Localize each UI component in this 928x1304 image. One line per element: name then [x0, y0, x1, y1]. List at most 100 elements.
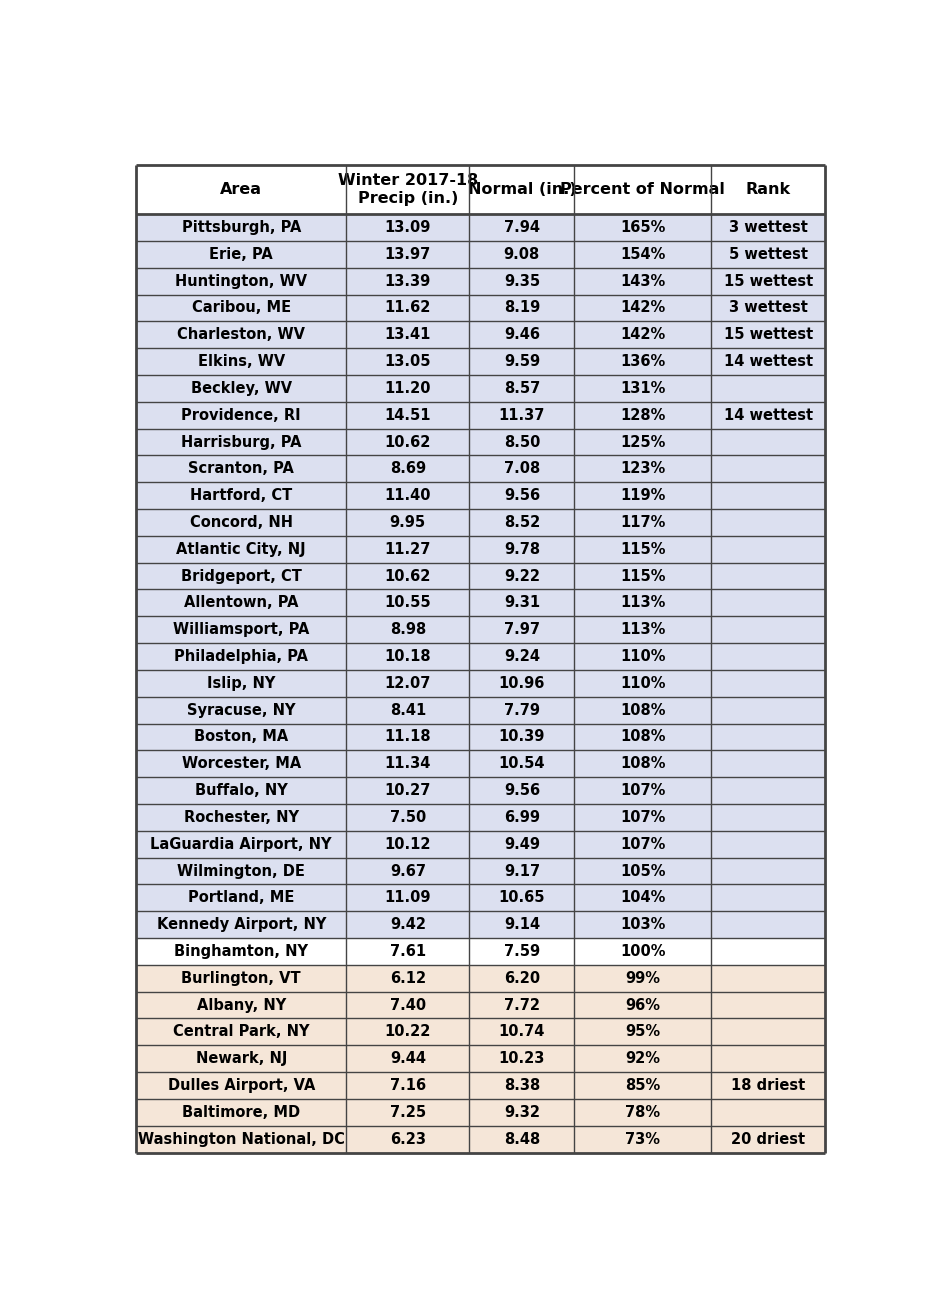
Bar [136, 1046, 824, 1072]
Text: Williamsport, PA: Williamsport, PA [173, 622, 309, 638]
Text: 14 wettest: 14 wettest [723, 355, 812, 369]
Text: Atlantic City, NJ: Atlantic City, NJ [176, 541, 305, 557]
Bar [136, 267, 824, 295]
Text: Kennedy Airport, NY: Kennedy Airport, NY [157, 917, 326, 932]
Bar [136, 482, 824, 509]
Text: Normal (in.): Normal (in.) [467, 181, 575, 197]
Text: 11.34: 11.34 [384, 756, 431, 771]
Text: Providence, RI: Providence, RI [181, 408, 301, 422]
Text: 8.57: 8.57 [503, 381, 539, 396]
Text: 10.22: 10.22 [384, 1025, 431, 1039]
Text: Wilmington, DE: Wilmington, DE [177, 863, 304, 879]
Bar [136, 805, 824, 831]
Text: 10.55: 10.55 [384, 596, 431, 610]
Bar [136, 1099, 824, 1125]
Text: 8.38: 8.38 [503, 1078, 539, 1093]
Text: 7.40: 7.40 [390, 998, 425, 1013]
Text: Philadelphia, PA: Philadelphia, PA [174, 649, 308, 664]
Text: 110%: 110% [619, 675, 664, 691]
Text: 115%: 115% [619, 541, 664, 557]
Text: 10.54: 10.54 [498, 756, 545, 771]
Text: Baltimore, MD: Baltimore, MD [182, 1104, 300, 1120]
Text: 3 wettest: 3 wettest [728, 300, 806, 316]
Text: 10.39: 10.39 [498, 729, 545, 745]
Text: 11.27: 11.27 [384, 541, 431, 557]
Text: 8.52: 8.52 [503, 515, 539, 529]
Text: 10.12: 10.12 [384, 837, 431, 852]
Text: 119%: 119% [619, 488, 664, 503]
Text: 9.59: 9.59 [503, 355, 539, 369]
Text: 10.18: 10.18 [384, 649, 431, 664]
Text: 7.08: 7.08 [503, 462, 539, 476]
Bar [136, 402, 824, 429]
Text: 9.78: 9.78 [503, 541, 539, 557]
Text: Caribou, ME: Caribou, ME [191, 300, 290, 316]
Bar [136, 348, 824, 376]
Text: 113%: 113% [619, 596, 664, 610]
Text: Newark, NJ: Newark, NJ [195, 1051, 287, 1067]
Text: 85%: 85% [625, 1078, 660, 1093]
Text: 13.09: 13.09 [384, 220, 431, 235]
Text: Central Park, NY: Central Park, NY [173, 1025, 309, 1039]
Text: 8.48: 8.48 [503, 1132, 539, 1146]
Text: 6.20: 6.20 [503, 970, 539, 986]
Bar [136, 991, 824, 1018]
Text: 9.32: 9.32 [503, 1104, 539, 1120]
Text: 10.62: 10.62 [384, 569, 431, 584]
Text: 9.08: 9.08 [503, 246, 539, 262]
Text: 3 wettest: 3 wettest [728, 220, 806, 235]
Text: 9.17: 9.17 [503, 863, 539, 879]
Text: 11.18: 11.18 [384, 729, 431, 745]
Text: Huntington, WV: Huntington, WV [175, 274, 307, 288]
Bar [136, 884, 824, 911]
Text: 10.27: 10.27 [384, 784, 431, 798]
Text: 9.49: 9.49 [503, 837, 539, 852]
Bar [136, 617, 824, 643]
Text: Albany, NY: Albany, NY [197, 998, 286, 1013]
Text: Charleston, WV: Charleston, WV [177, 327, 305, 342]
Text: 7.50: 7.50 [389, 810, 425, 825]
Text: 108%: 108% [619, 729, 664, 745]
Bar [136, 696, 824, 724]
Text: Area: Area [220, 181, 262, 197]
Bar [136, 777, 824, 805]
Text: 7.72: 7.72 [503, 998, 539, 1013]
Text: 108%: 108% [619, 703, 664, 717]
Text: 7.94: 7.94 [503, 220, 539, 235]
Text: Pittsburgh, PA: Pittsburgh, PA [181, 220, 301, 235]
Text: 8.19: 8.19 [503, 300, 539, 316]
Bar [136, 321, 824, 348]
Text: 7.59: 7.59 [503, 944, 539, 958]
Text: 11.40: 11.40 [384, 488, 431, 503]
Text: 9.22: 9.22 [503, 569, 539, 584]
Text: Harrisburg, PA: Harrisburg, PA [181, 434, 302, 450]
Text: 9.46: 9.46 [503, 327, 539, 342]
Text: Rank: Rank [745, 181, 790, 197]
Text: 99%: 99% [625, 970, 660, 986]
Text: 10.23: 10.23 [498, 1051, 545, 1067]
Text: Erie, PA: Erie, PA [209, 246, 273, 262]
Text: 9.67: 9.67 [390, 863, 425, 879]
Bar [136, 938, 824, 965]
Bar [136, 376, 824, 402]
Bar [136, 241, 824, 267]
Bar [136, 589, 824, 617]
Text: 10.74: 10.74 [498, 1025, 545, 1039]
Text: 5 wettest: 5 wettest [728, 246, 806, 262]
Bar [136, 429, 824, 455]
Text: Winter 2017-18
Precip (in.): Winter 2017-18 Precip (in.) [337, 172, 477, 206]
Text: 100%: 100% [619, 944, 664, 958]
Text: 9.95: 9.95 [390, 515, 425, 529]
Text: 13.97: 13.97 [384, 246, 431, 262]
Text: 104%: 104% [619, 891, 664, 905]
Bar [136, 750, 824, 777]
Text: 20 driest: 20 driest [730, 1132, 805, 1146]
Text: Elkins, WV: Elkins, WV [198, 355, 285, 369]
Text: 131%: 131% [619, 381, 664, 396]
Text: 113%: 113% [619, 622, 664, 638]
Bar [136, 858, 824, 884]
Text: 115%: 115% [619, 569, 664, 584]
Text: 142%: 142% [620, 327, 664, 342]
Text: Buffalo, NY: Buffalo, NY [195, 784, 288, 798]
Text: 128%: 128% [619, 408, 664, 422]
